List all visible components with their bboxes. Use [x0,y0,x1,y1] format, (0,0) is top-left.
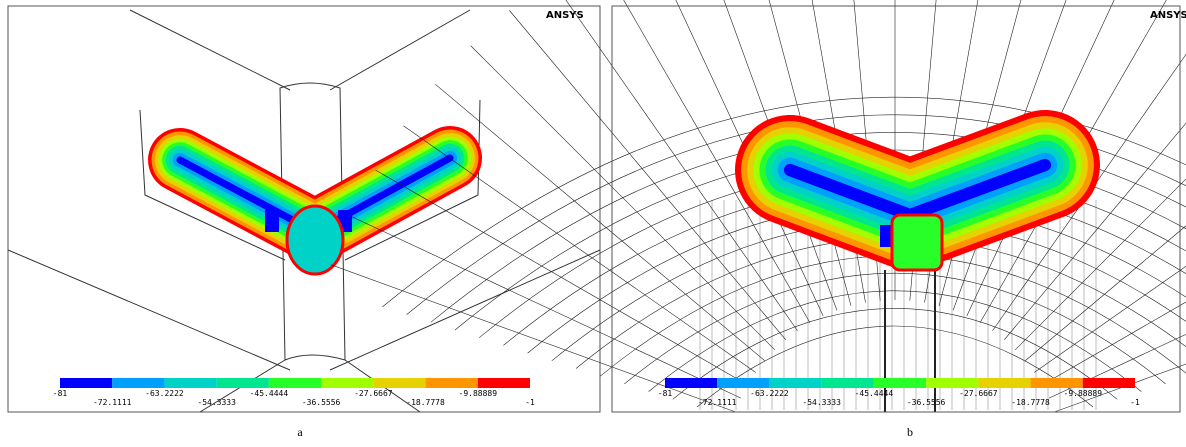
colorbar-label: -27.6667 [959,389,998,398]
colorbar-label: -63.2222 [750,389,789,398]
colorbar-label: -72.1111 [698,398,737,407]
colorbar-label: -1 [525,398,535,407]
colorbar-label: -36.5556 [302,398,341,407]
colorbar-segment [478,378,530,388]
colorbar-segment [874,378,926,388]
colorbar-segment [769,378,821,388]
colorbar-segment [217,378,269,388]
colorbar-segment [60,378,112,388]
colorbar-segment [269,378,321,388]
colorbar-segment [373,378,425,388]
colorbar-label: -27.6667 [354,389,393,398]
caption: b [907,425,913,439]
colorbar-label: -81 [658,389,673,398]
colorbar-label: -9.88889 [459,389,498,398]
colorbar-segment [1031,378,1083,388]
colorbar-label: -72.1111 [93,398,132,407]
colorbar-label: -18.7778 [406,398,445,407]
colorbar-segment [1083,378,1135,388]
colorbar-label: -45.4444 [855,389,894,398]
colorbar-label: -63.2222 [145,389,184,398]
colorbar-segment [426,378,478,388]
colorbar-label: -36.5556 [907,398,946,407]
colorbar-label: -54.3333 [197,398,236,407]
contour-band [892,215,942,270]
colorbar-segment [321,378,373,388]
colorbar-segment [978,378,1030,388]
contour-band [287,206,343,274]
colorbar-segment [112,378,164,388]
logo: ANSYS [1150,10,1186,21]
colorbar-segment [822,378,874,388]
colorbar-segment [717,378,769,388]
colorbar-segment [164,378,216,388]
panel-a: ANSYS a [8,6,600,439]
colorbar-label: -45.4444 [250,389,289,398]
caption: a [297,425,303,439]
colorbar-label: -9.88889 [1064,389,1103,398]
colorbar-label: -81 [53,389,68,398]
contour-band [265,210,279,232]
logo: ANSYS [546,10,584,21]
colorbar-label: -54.3333 [802,398,841,407]
colorbar-label: -18.7778 [1011,398,1050,407]
figure: ANSYS a ANSYS b -81 -72.1111 -63.2222 -54.3… [0,0,1186,443]
colorbar-segment [665,378,717,388]
colorbar-label: -1 [1130,398,1140,407]
colorbar-segment [926,378,978,388]
